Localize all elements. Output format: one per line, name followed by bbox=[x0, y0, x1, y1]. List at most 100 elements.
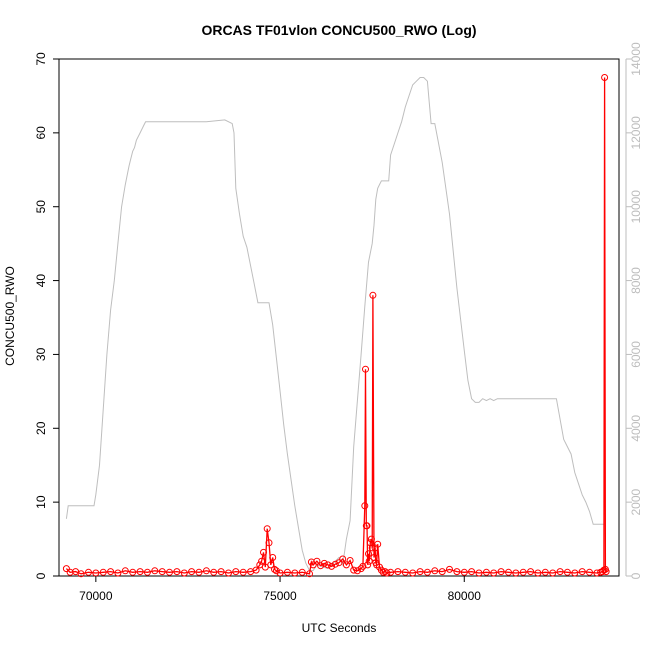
data-point bbox=[173, 568, 181, 576]
data-point bbox=[527, 568, 535, 576]
y2-tick-label: 6000 bbox=[629, 341, 643, 368]
data-point bbox=[269, 554, 277, 561]
data-point bbox=[453, 568, 461, 576]
data-point bbox=[339, 555, 347, 563]
data-point bbox=[367, 535, 375, 543]
data-point bbox=[239, 568, 247, 576]
data-point bbox=[364, 561, 372, 569]
data-point bbox=[317, 562, 325, 570]
data-point bbox=[541, 568, 549, 576]
data-point bbox=[335, 559, 343, 567]
data-point bbox=[468, 568, 476, 576]
data-point bbox=[62, 565, 70, 573]
data-point bbox=[202, 567, 210, 575]
y-tick-label: 0 bbox=[34, 572, 48, 579]
data-point bbox=[446, 565, 453, 573]
data-point bbox=[252, 566, 260, 574]
data-point bbox=[291, 569, 299, 577]
data-point bbox=[368, 544, 376, 552]
data-point bbox=[369, 291, 377, 299]
data-point bbox=[85, 568, 92, 576]
data-point bbox=[265, 539, 273, 547]
data-point bbox=[374, 540, 382, 548]
data-point bbox=[601, 74, 609, 81]
data-point bbox=[377, 566, 385, 574]
y2-tick-label: 10000 bbox=[629, 190, 643, 224]
y2-tick-label: 4000 bbox=[629, 415, 643, 442]
data-point bbox=[283, 568, 291, 576]
data-point bbox=[258, 557, 266, 565]
chart-title: ORCAS TF01vlon CONCU500_RWO (Log) bbox=[201, 22, 476, 38]
data-point bbox=[571, 569, 579, 577]
data-point bbox=[217, 568, 225, 576]
data-point bbox=[180, 569, 188, 577]
data-point bbox=[383, 569, 391, 577]
y2-tick-label: 8000 bbox=[629, 267, 643, 294]
data-point bbox=[195, 568, 203, 576]
data-point bbox=[260, 548, 267, 556]
data-point bbox=[602, 568, 610, 576]
data-point bbox=[306, 570, 313, 578]
data-point bbox=[431, 567, 439, 575]
data-point bbox=[309, 561, 317, 569]
data-point bbox=[505, 568, 512, 576]
data-point bbox=[225, 569, 232, 577]
data-point bbox=[549, 569, 557, 577]
data-point bbox=[232, 568, 240, 576]
data-point bbox=[210, 568, 218, 576]
data-point bbox=[136, 568, 144, 576]
y-tick-label: 10 bbox=[34, 495, 48, 509]
data-point bbox=[346, 557, 354, 564]
x-tick-label: 80000 bbox=[448, 589, 482, 603]
data-point bbox=[519, 568, 527, 576]
y2-tick-label: 0 bbox=[629, 572, 643, 579]
data-point bbox=[387, 568, 395, 576]
secondary-line-layer bbox=[65, 77, 605, 571]
y-tick-label: 40 bbox=[34, 274, 48, 288]
axes-layer: 70000 75000 80000 0 10 20 30 40 50 60 70 0 2000 4000 6… bbox=[34, 42, 643, 603]
data-point bbox=[121, 567, 129, 575]
data-point bbox=[475, 569, 483, 577]
data-point bbox=[359, 562, 367, 570]
data-point bbox=[328, 562, 336, 570]
data-point bbox=[143, 568, 151, 576]
data-point bbox=[77, 570, 85, 578]
data-point bbox=[365, 557, 373, 565]
data-point bbox=[114, 569, 122, 577]
y-axis-label: CONCU500_RWO bbox=[3, 266, 17, 366]
x-tick-label: 75000 bbox=[263, 589, 297, 603]
data-point bbox=[99, 568, 107, 576]
data-point bbox=[423, 568, 431, 576]
data-point bbox=[158, 568, 166, 576]
primary-line-layer bbox=[65, 77, 607, 575]
data-point bbox=[401, 568, 409, 576]
data-point bbox=[320, 559, 328, 567]
data-point bbox=[409, 569, 417, 577]
y2-tick-label: 2000 bbox=[629, 488, 643, 515]
data-point bbox=[586, 568, 593, 576]
plot-frame bbox=[58, 58, 620, 577]
y-tick-label: 60 bbox=[34, 126, 48, 140]
data-point bbox=[151, 567, 159, 575]
data-point bbox=[490, 569, 498, 577]
data-point bbox=[394, 568, 402, 576]
data-point bbox=[556, 568, 564, 576]
data-point bbox=[313, 557, 321, 565]
data-point bbox=[353, 567, 361, 575]
data-point bbox=[342, 561, 350, 569]
x-axis-label: UTC Seconds bbox=[302, 621, 377, 635]
data-point bbox=[578, 568, 586, 576]
y-tick-label: 30 bbox=[34, 347, 48, 361]
y-tick-label: 70 bbox=[34, 52, 48, 66]
x-tick-label: 70000 bbox=[79, 589, 113, 603]
data-point bbox=[512, 569, 520, 577]
points-layer bbox=[62, 74, 610, 578]
data-point bbox=[272, 567, 280, 575]
secondary-series-line bbox=[65, 77, 605, 571]
y2-tick-label: 14000 bbox=[629, 42, 643, 76]
data-point bbox=[362, 365, 369, 373]
data-point bbox=[438, 568, 446, 576]
data-point bbox=[365, 550, 372, 558]
data-point bbox=[271, 565, 278, 573]
